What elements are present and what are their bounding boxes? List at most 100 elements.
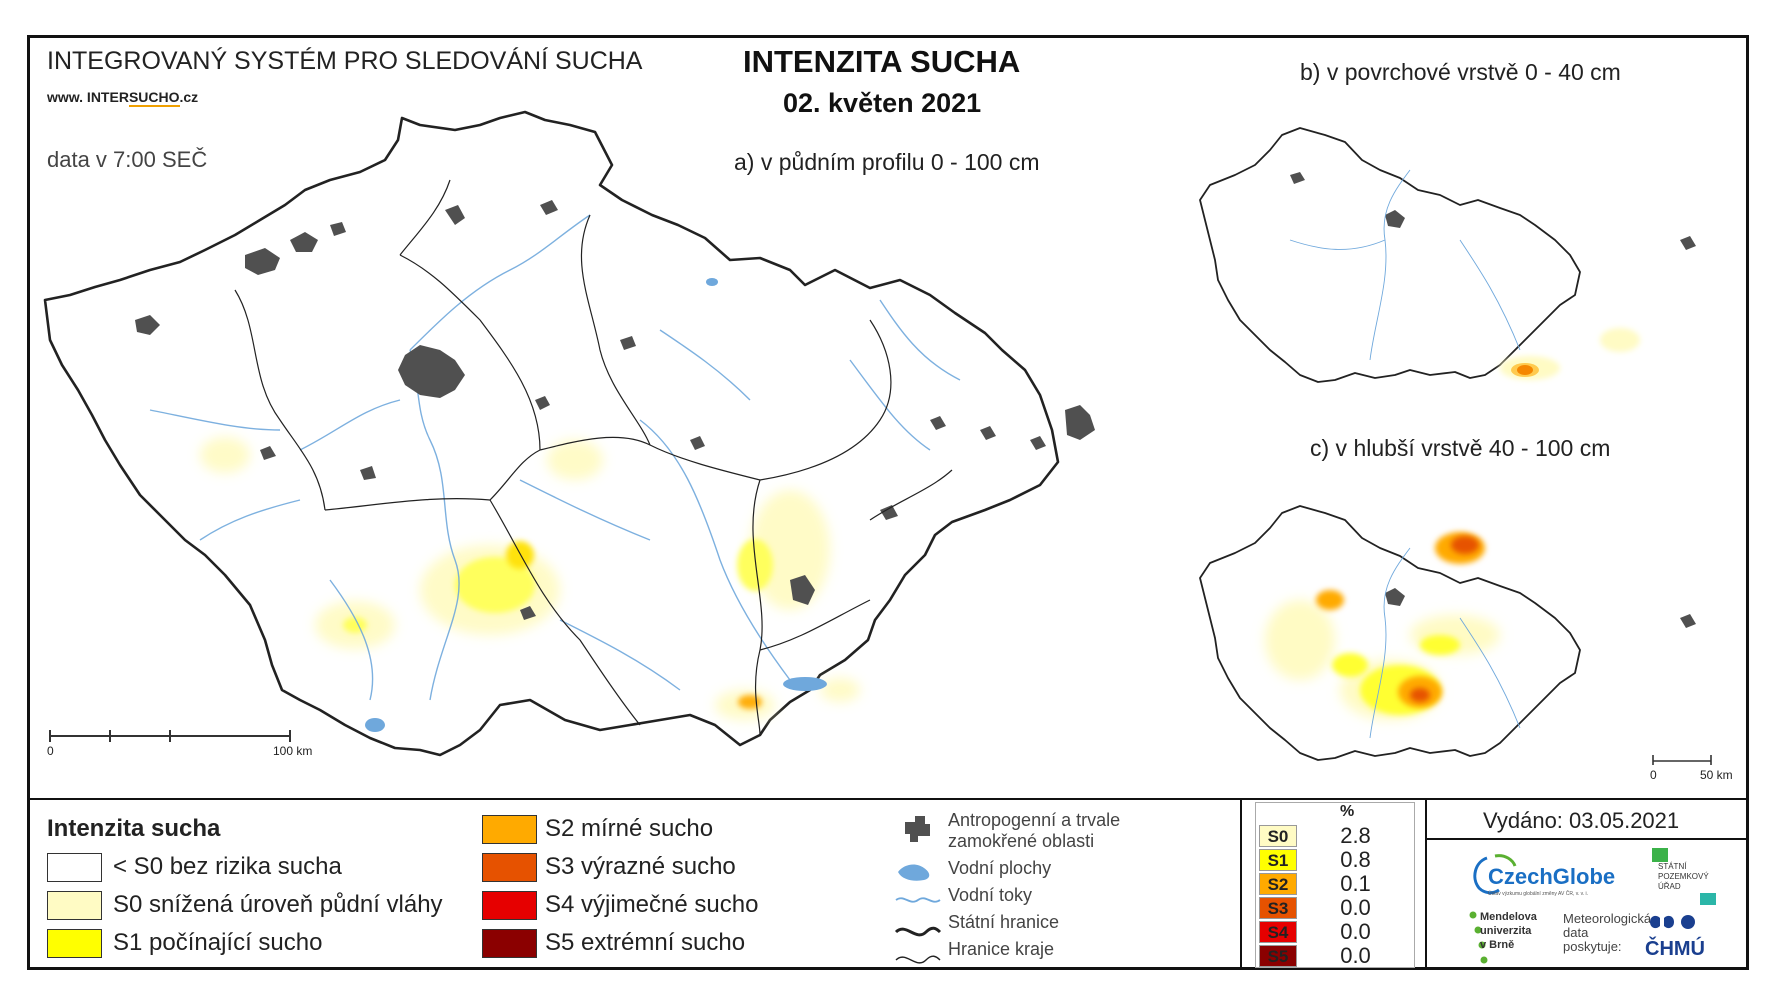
scale-c-start: 0 (1650, 768, 1657, 782)
map-date: 02. květen 2021 (783, 88, 982, 118)
legend-swatch-s2 (482, 815, 537, 844)
legend-title: Intenzita sucha (47, 815, 221, 842)
region-border-icon (895, 955, 941, 964)
map-c-label: c) v hlubší vrstvě 40 - 100 cm (1310, 435, 1611, 461)
mendel-line-2: univerzita (1480, 925, 1532, 937)
issued-divider (1425, 838, 1749, 840)
drought-patches-c (1265, 532, 1500, 720)
rivers-b (1289, 169, 1521, 361)
data-time: data v 7:00 SEČ (47, 147, 208, 172)
anthropogenic-icon (905, 816, 930, 842)
symbol-icons (894, 816, 942, 964)
main-title: INTENZITA SUCHA (743, 44, 1021, 79)
urban-areas-b (1290, 172, 1696, 250)
stats-header: % (1340, 803, 1355, 820)
scale-a-start: 0 (47, 744, 54, 758)
stats-code-s2: S2 (1259, 873, 1297, 895)
stats-row-s3: S3 0.0 (1259, 897, 1410, 921)
scale-bar-c (1652, 755, 1712, 765)
country-outline-c (1199, 505, 1581, 761)
spu-logo: STÁTNÍ POZEMKOVÝ ÚŘAD (1658, 862, 1709, 892)
stats-row-s5: S5 0.0 (1259, 945, 1410, 969)
stats-code-s4: S4 (1259, 921, 1297, 943)
legend-swatch-s3 (482, 853, 537, 882)
mendel-line-3: v Brně (1480, 939, 1515, 951)
stats-value-s4: 0.0 (1340, 919, 1371, 944)
rivers-c (1369, 547, 1521, 739)
website-link[interactable]: www. INTERSUCHO.cz (47, 89, 199, 107)
stats-code-s1: S1 (1259, 849, 1297, 871)
website-prefix: www. INTER (47, 89, 129, 105)
symbol-region-border: Hranice kraje (948, 939, 1055, 959)
legend-label-s3: S3 výrazné sucho (545, 853, 736, 880)
legend-swatch-s5 (482, 929, 537, 958)
issued-date: Vydáno: 03.05.2021 (1483, 808, 1680, 833)
stats-value-s0: 2.8 (1340, 823, 1371, 848)
legend-divider (27, 798, 1749, 800)
legend-label-s1: S1 počínající sucho (113, 929, 323, 956)
mendel-dots-icon (1469, 911, 1488, 964)
website-suffix: .cz (179, 89, 199, 105)
legend-swatch-none (47, 853, 102, 882)
legend-label-none: < S0 bez rizika sucha (113, 853, 342, 880)
stats-row-s1: S1 0.8 (1259, 849, 1410, 873)
mendel-logo: Mendelova univerzita v Brně (1480, 910, 1537, 952)
czechglobe-subtitle: Ústav výzkumu globální změny AV ČR, v. v… (1488, 891, 1589, 897)
urban-areas-a (135, 200, 1095, 620)
water-flow-icon (895, 897, 941, 903)
legend-swatch-s1 (47, 929, 102, 958)
legend-swatch-s0 (47, 891, 102, 920)
drought-patches-a (200, 437, 860, 720)
legend-label-s5: S5 extrémní sucho (545, 929, 746, 956)
stats-value-s1: 0.8 (1340, 847, 1371, 872)
chmu-logo: ČHMÚ (1645, 938, 1705, 960)
scale-bar-a (49, 730, 291, 742)
stats-divider-right (1425, 798, 1427, 970)
spu-line-1: STÁTNÍ (1658, 862, 1687, 871)
legend-label-s2: S2 mírné sucho (545, 815, 714, 842)
meteo-provider: Meteorologická data poskytuje: (1563, 912, 1651, 954)
stats-code-s5: S5 (1259, 945, 1297, 967)
stats-row-s2: S2 0.1 (1259, 873, 1410, 897)
scale-a-end: 100 km (273, 744, 313, 758)
urban-areas-c (1385, 588, 1696, 628)
state-border-icon (894, 926, 942, 937)
website-mid: SUCHO (128, 89, 180, 107)
region-borders-a (234, 179, 953, 736)
czechglobe-logo: CzechGlobe (1488, 864, 1616, 889)
scale-c-end: 50 km (1700, 768, 1733, 782)
stats-code-s3: S3 (1259, 897, 1297, 919)
symbol-water-areas: Vodní plochy (948, 858, 1052, 878)
spu-line-2: POZEMKOVÝ (1658, 872, 1709, 881)
map-b-label: b) v povrchové vrstvě 0 - 40 cm (1300, 59, 1621, 85)
spu-logo-icon (1652, 848, 1668, 862)
water-area-icon (898, 864, 930, 881)
spu-line-3: ÚŘAD (1658, 882, 1681, 891)
stats-row-s0: S0 2.8 (1259, 825, 1410, 849)
chmu-logo-icon (1650, 915, 1695, 929)
map-a-label: a) v půdním profilu 0 - 100 cm (734, 149, 1040, 175)
mendel-line-1: Mendelova (1480, 911, 1537, 923)
spu-logo-icon-2 (1700, 893, 1716, 905)
stats-value-s2: 0.1 (1340, 871, 1371, 896)
symbol-anthropogenic: Antropogenní a trvale zamokřené oblasti (948, 810, 1121, 851)
stats-value-s3: 0.0 (1340, 895, 1371, 920)
system-title: INTEGROVANÝ SYSTÉM PRO SLEDOVÁNÍ SUCHA (47, 47, 643, 75)
symbol-water-flows: Vodní toky (948, 885, 1033, 905)
stats-value-s5: 0.0 (1340, 943, 1371, 968)
symbol-state-border: Státní hranice (948, 912, 1060, 932)
legend-swatch-s4 (482, 891, 537, 920)
czechglobe-logo-icon (1473, 854, 1517, 895)
rivers-a (149, 214, 961, 701)
stats-divider-left (1240, 798, 1242, 970)
drought-patches-b (1500, 328, 1640, 380)
meteo-line-1: Meteorologická (1563, 911, 1652, 926)
stats-code-s0: S0 (1259, 825, 1297, 847)
stats-row-s4: S4 0.0 (1259, 921, 1410, 945)
meteo-line-2: data (1563, 925, 1589, 940)
country-outline-b (1199, 127, 1581, 383)
meteo-line-3: poskytuje: (1563, 939, 1622, 954)
legend-label-s4: S4 výjimečné sucho (545, 891, 759, 918)
stats-table (1255, 802, 1415, 968)
